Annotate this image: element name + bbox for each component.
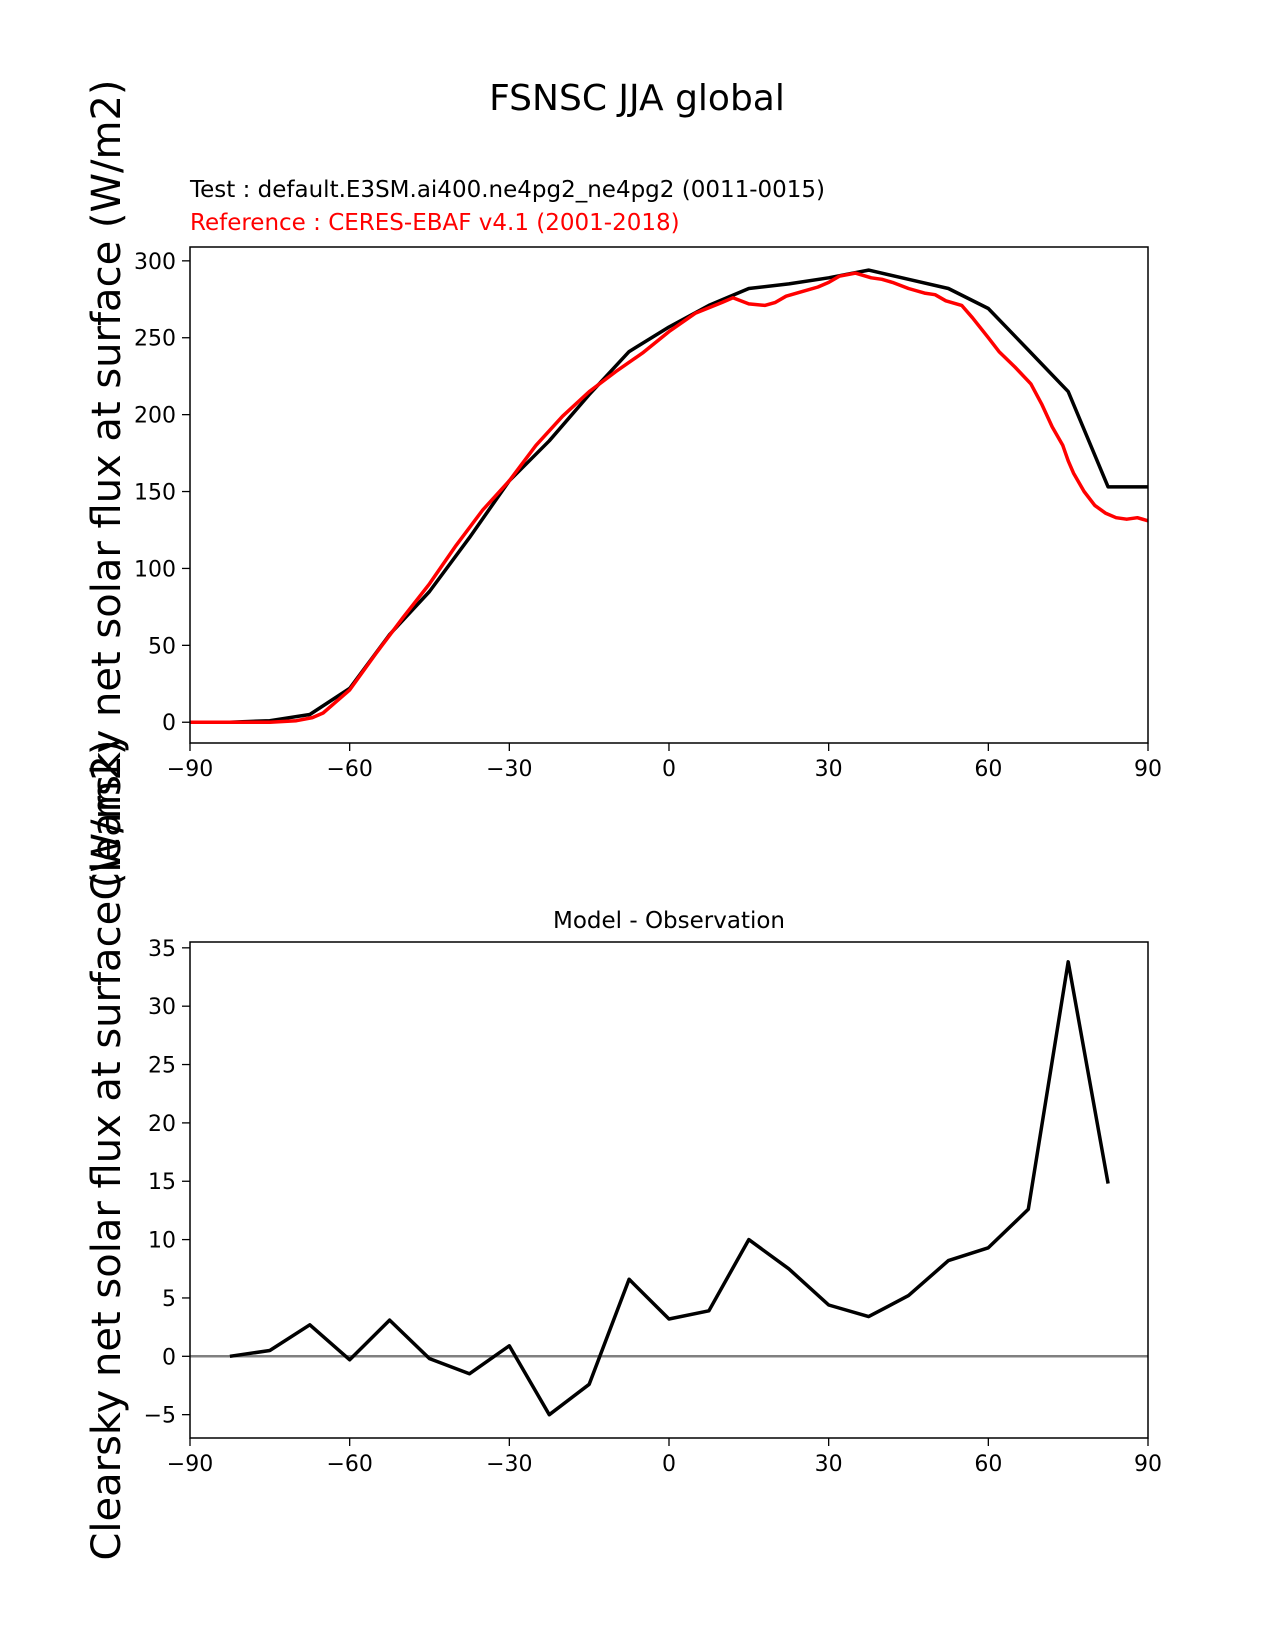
bottom-x-tick-label: −30 [486,1452,532,1477]
top-y-tick-label: 0 [162,711,176,736]
bottom-y-tick-label: 30 [148,995,176,1020]
bottom-y-tick-label: −5 [144,1404,176,1429]
y-axis-label-top: Clearsky net solar flux at surface (W/m2… [84,79,130,900]
bottom-ticks: −90 −60 −30 0 30 60 90 −5 0 5 10 15 20 25 30 35 [144,937,1162,1477]
bottom-difference-line [229,960,1110,1417]
bottom-y-tick-label: 10 [148,1229,176,1254]
top-ticks: −90 −60 −30 0 30 60 90 0 50 100 150 200 250 300 [134,250,1162,782]
top-x-tick-label: 60 [974,757,1002,782]
bottom-y-tick-label: 0 [162,1345,176,1370]
figure-suptitle: FSNSC JJA global [489,78,785,119]
top-x-tick-label: −30 [486,757,532,782]
top-y-tick-label: 250 [134,327,176,352]
top-series [190,268,1149,724]
top-x-tick-label: −60 [326,757,372,782]
top-panel: Test : default.E3SM.ai400.ne4pg2_ne4pg2 … [134,177,1162,782]
bottom-y-tick-label: 15 [148,1170,176,1195]
bottom-y-tick-label: 20 [148,1112,176,1137]
top-y-tick-label: 100 [134,557,176,582]
top-y-tick-label: 200 [134,404,176,429]
top-x-tick-label: 90 [1134,757,1162,782]
bottom-series [190,960,1148,1417]
top-plot-frame [189,246,1149,744]
top-reference-line [190,271,1149,724]
y-axis-label-bottom: Clearsky net solar flux at surface (W/m2… [84,739,130,1560]
bottom-x-tick-label: −60 [326,1452,372,1477]
bottom-panel: Model - Observation −90 −60 −30 0 30 60 90 −5 0 5… [144,908,1162,1477]
top-x-tick-label: −90 [167,757,213,782]
top-x-tick-label: 0 [662,757,676,782]
top-x-tick-label: 30 [815,757,843,782]
bottom-y-tick-label: 5 [162,1287,176,1312]
top-y-tick-label: 300 [134,250,176,275]
bottom-plot-frame [189,941,1149,1439]
bottom-x-tick-label: 60 [974,1452,1002,1477]
top-y-tick-label: 150 [134,481,176,506]
bottom-x-tick-label: −90 [167,1452,213,1477]
top-y-tick-label: 50 [148,634,176,659]
bottom-x-tick-label: 90 [1134,1452,1162,1477]
test-label: Test : default.E3SM.ai400.ne4pg2_ne4pg2 … [189,177,825,203]
bottom-x-tick-label: 0 [662,1452,676,1477]
bottom-y-tick-label: 35 [148,937,176,962]
bottom-y-tick-label: 25 [148,1054,176,1079]
reference-label: Reference : CERES-EBAF v4.1 (2001-2018) [190,210,680,236]
difference-title: Model - Observation [553,908,785,934]
bottom-x-tick-label: 30 [815,1452,843,1477]
